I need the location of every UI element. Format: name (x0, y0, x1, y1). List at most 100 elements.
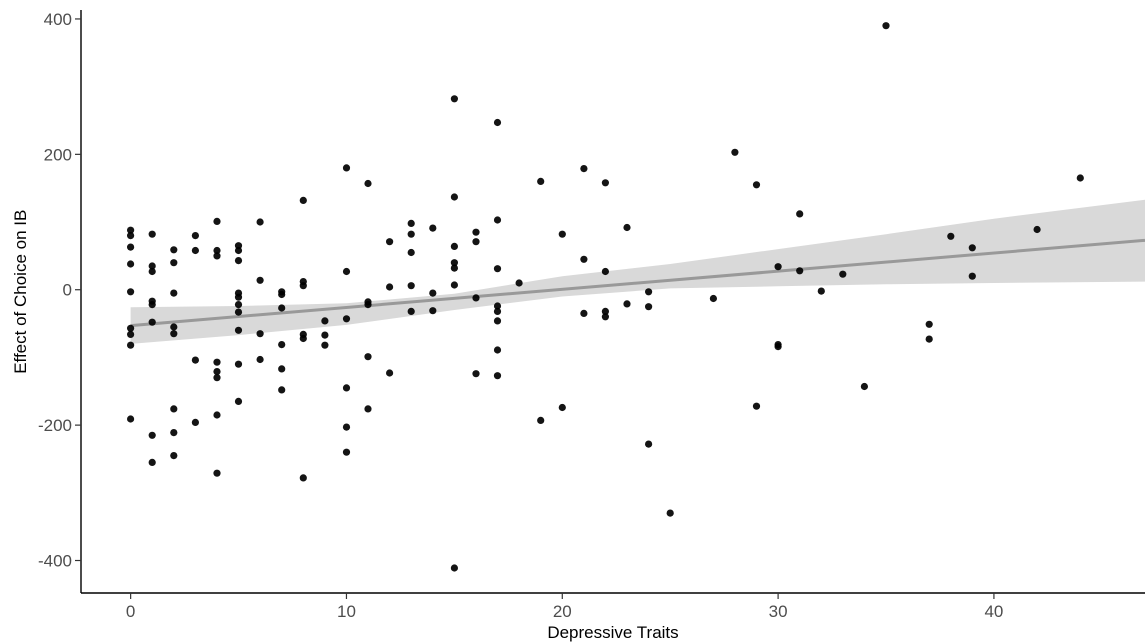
data-point (148, 318, 156, 326)
data-point (493, 317, 502, 325)
data-point (558, 230, 566, 238)
data-point (472, 228, 480, 236)
data-point (1033, 225, 1041, 234)
data-points-layer (127, 22, 1084, 572)
trend-line-layer (130, 238, 1145, 328)
data-point (213, 374, 221, 382)
data-point (601, 313, 610, 321)
y-tick-label: 400 (44, 10, 72, 29)
data-point (321, 317, 329, 325)
confidence-band (130, 199, 1145, 344)
data-point (342, 267, 351, 276)
data-point (364, 353, 372, 361)
data-point (342, 384, 351, 392)
data-point (170, 246, 178, 254)
data-point (1076, 174, 1084, 182)
data-point (256, 218, 264, 226)
y-tick-label: 200 (44, 145, 72, 164)
data-point (537, 416, 545, 424)
data-point (472, 294, 480, 302)
data-point (148, 431, 156, 439)
data-point (839, 270, 847, 278)
data-point (601, 267, 610, 276)
data-point (752, 181, 761, 189)
x-axis-ticks: 0 10 20 30 40 (126, 593, 1003, 621)
data-point (191, 356, 199, 364)
data-point (645, 303, 653, 311)
data-point (127, 324, 135, 332)
confidence-band-layer (130, 199, 1145, 344)
data-point (450, 564, 458, 572)
data-point (558, 403, 566, 412)
data-point (450, 95, 458, 103)
x-tick-label: 30 (769, 602, 788, 621)
data-point (148, 230, 156, 238)
data-point (450, 281, 458, 289)
data-point (601, 307, 610, 315)
data-point (234, 257, 243, 265)
y-axis-title: Effect of Choice on IB (11, 210, 30, 374)
data-point (364, 405, 372, 413)
data-point (234, 360, 243, 368)
data-point (386, 369, 394, 377)
data-point (127, 260, 135, 268)
data-point (407, 230, 415, 238)
data-point (580, 165, 588, 173)
data-point (191, 418, 199, 426)
data-point (234, 301, 243, 309)
data-point (299, 282, 307, 290)
data-point (278, 290, 286, 299)
data-point (450, 242, 458, 250)
data-point (623, 223, 631, 232)
data-point (860, 382, 869, 391)
data-point (170, 429, 178, 437)
data-point (234, 397, 243, 405)
data-point (493, 307, 502, 315)
y-tick-label: -400 (38, 552, 72, 571)
data-point (148, 267, 156, 276)
data-point (645, 288, 653, 296)
data-point (493, 216, 502, 224)
data-point (234, 326, 243, 334)
data-point (386, 238, 394, 246)
data-point (666, 509, 674, 517)
data-point (515, 279, 523, 287)
data-point (299, 334, 307, 343)
data-point (321, 331, 329, 339)
data-point (796, 267, 804, 275)
data-point (127, 330, 135, 338)
data-point (731, 148, 739, 156)
data-point (170, 405, 178, 413)
data-point (580, 309, 588, 317)
data-point (925, 335, 933, 343)
data-point (256, 276, 264, 284)
data-point (191, 246, 199, 255)
data-point (278, 304, 286, 312)
data-point (429, 307, 437, 315)
data-point (127, 341, 135, 349)
data-point (623, 300, 631, 308)
data-point (148, 301, 156, 309)
data-point (472, 238, 480, 246)
data-point (256, 355, 264, 364)
data-point (407, 248, 415, 257)
data-point (234, 293, 243, 301)
data-point (342, 423, 351, 431)
y-tick-label: -200 (38, 416, 72, 435)
data-point (148, 262, 156, 270)
data-point (170, 330, 178, 338)
y-tick-label: 0 (63, 281, 72, 300)
data-point (170, 289, 178, 297)
data-point (472, 370, 480, 378)
data-point (493, 346, 502, 354)
data-point (213, 252, 221, 260)
data-point (429, 289, 437, 297)
data-point (450, 259, 458, 267)
data-point (299, 196, 307, 204)
data-point (817, 287, 825, 295)
data-point (127, 288, 135, 296)
x-axis-title: Depressive Traits (547, 623, 678, 642)
data-point (278, 386, 286, 394)
data-point (213, 358, 221, 366)
